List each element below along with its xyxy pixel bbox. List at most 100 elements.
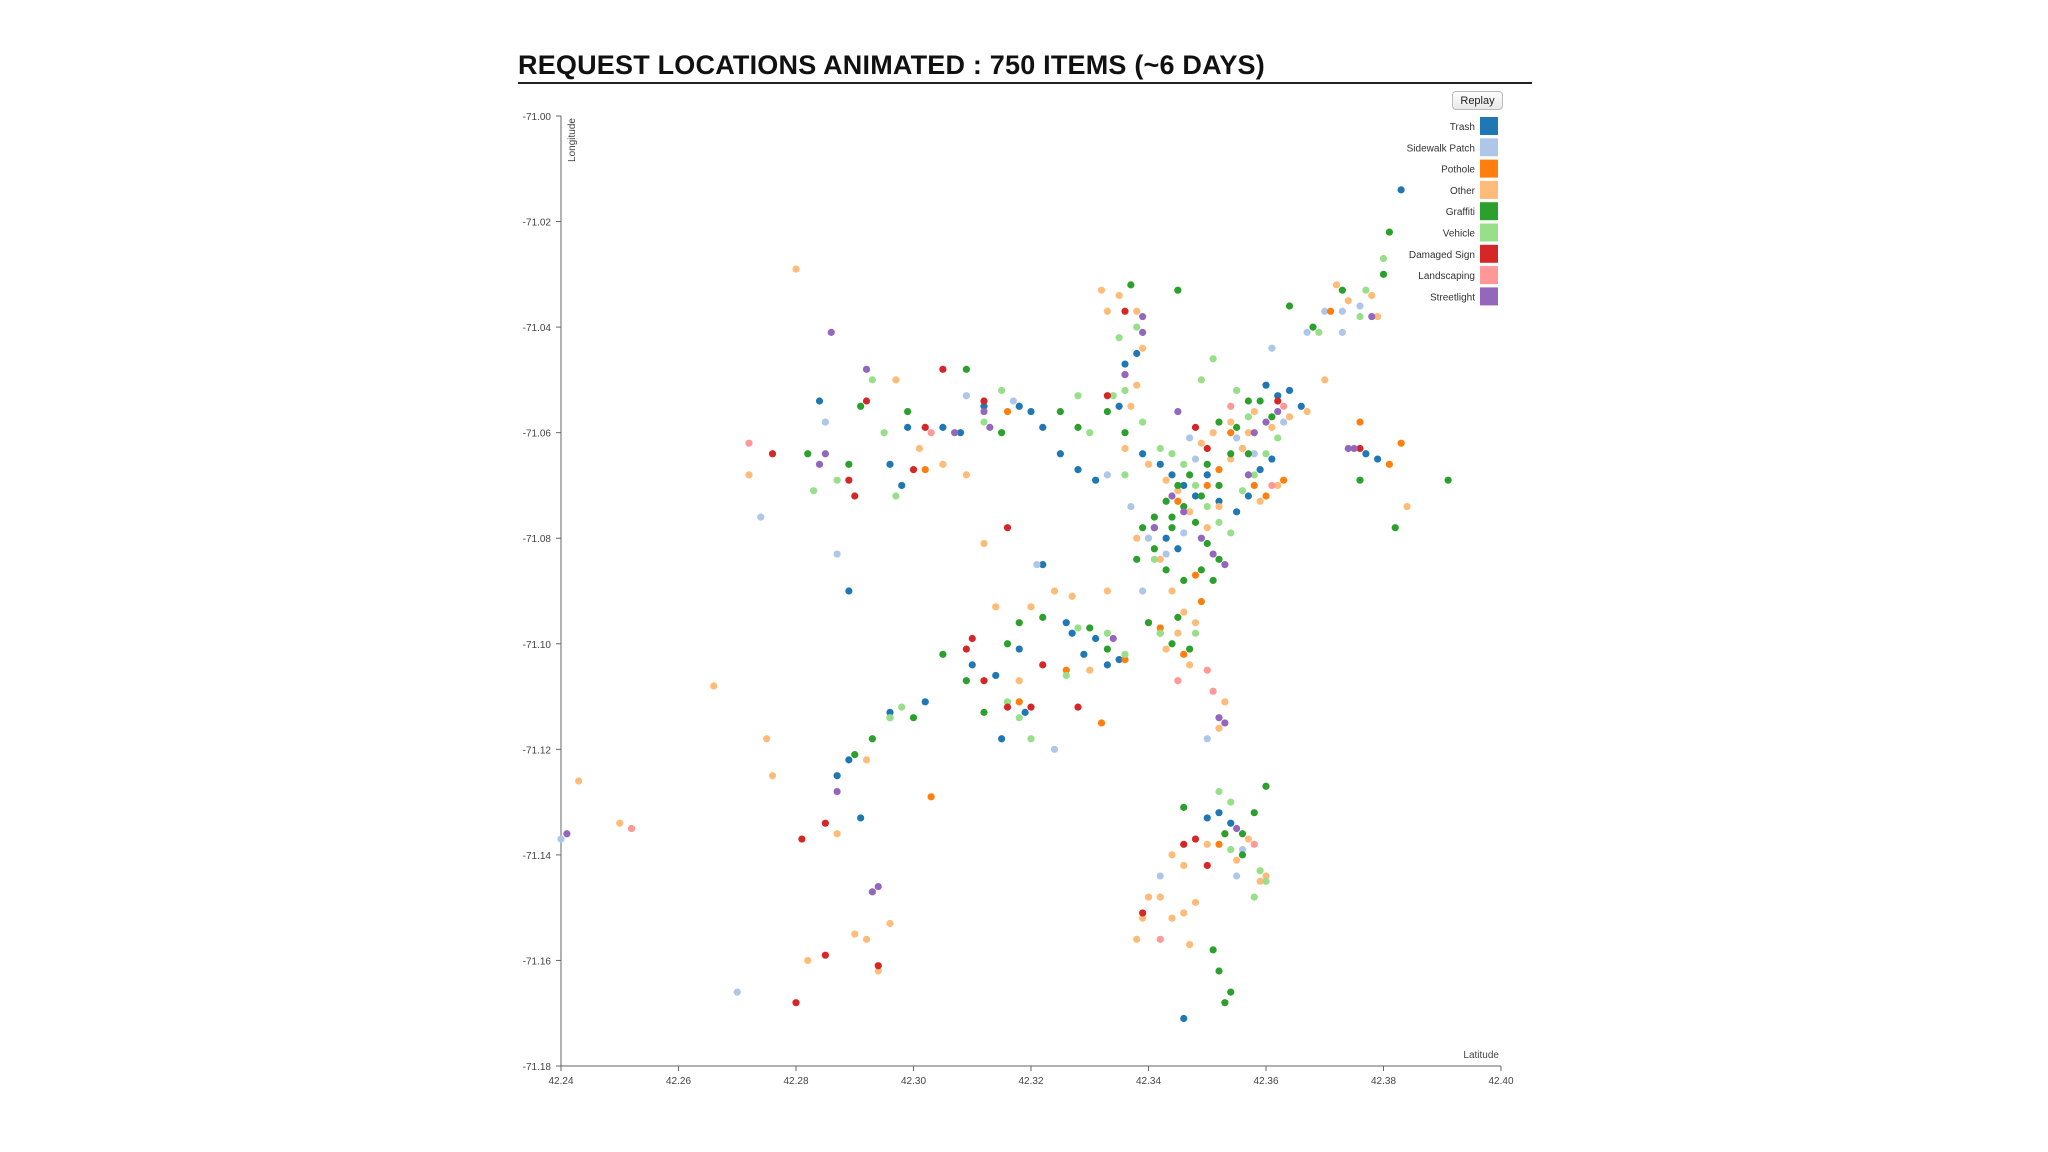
data-point: [1215, 502, 1223, 511]
data-point: [1244, 413, 1252, 421]
data-point: [1191, 455, 1200, 463]
data-point: [1074, 466, 1082, 474]
data-point: [1139, 914, 1147, 922]
data-point: [1197, 597, 1205, 606]
legend-label: Sidewalk Patch: [1407, 143, 1475, 154]
data-point: [845, 756, 853, 764]
data-point: [1180, 909, 1188, 917]
data-point: [1180, 481, 1188, 490]
data-point: [1080, 650, 1088, 658]
data-point: [1256, 867, 1264, 875]
data-point: [1197, 376, 1205, 384]
data-point: [921, 466, 929, 474]
data-point: [998, 735, 1006, 743]
data-point: [1215, 714, 1223, 722]
data-point: [1379, 254, 1388, 263]
data-point: [939, 365, 947, 373]
data-point: [1203, 861, 1211, 870]
data-point: [904, 407, 912, 416]
data-point: [1274, 434, 1282, 442]
data-point: [1262, 782, 1270, 790]
data-point: [1115, 291, 1123, 300]
data-point: [862, 756, 871, 764]
data-point: [1103, 392, 1111, 400]
data-point: [1062, 666, 1070, 674]
data-point: [1162, 550, 1170, 558]
legend-swatch: [1480, 223, 1498, 242]
data-point: [898, 703, 906, 711]
data-point: [757, 513, 765, 521]
data-point: [1238, 444, 1247, 453]
data-point: [1203, 444, 1211, 453]
data-point: [874, 882, 882, 891]
data-point: [1009, 397, 1017, 405]
legend-swatch: [1480, 117, 1498, 135]
data-point: [810, 487, 818, 495]
title-divider: [518, 82, 1532, 84]
data-point: [862, 365, 871, 373]
data-point: [1250, 471, 1258, 479]
data-point: [1285, 386, 1294, 395]
legend-label: Pothole: [1441, 165, 1475, 176]
data-point: [1186, 941, 1194, 949]
y-tick-label: -71.02: [523, 218, 552, 229]
data-point: [1368, 312, 1376, 321]
data-point: [1215, 555, 1223, 563]
replay-button[interactable]: Replay: [1452, 91, 1503, 110]
data-point: [980, 402, 988, 410]
data-point: [1174, 677, 1182, 685]
data-point: [821, 418, 829, 426]
data-point: [874, 962, 882, 970]
data-point: [1203, 840, 1211, 848]
data-point: [1168, 640, 1176, 648]
data-point: [1403, 502, 1411, 511]
data-point: [1039, 423, 1047, 431]
data-point: [998, 429, 1006, 437]
data-point: [1068, 592, 1076, 600]
data-point: [1180, 460, 1188, 468]
data-point: [833, 830, 841, 838]
x-axis-label: Latitude: [1463, 1050, 1499, 1061]
data-point: [1168, 492, 1176, 500]
data-point: [962, 471, 970, 479]
data-point: [845, 587, 853, 595]
data-point: [1150, 555, 1158, 563]
data-point: [1197, 534, 1205, 542]
data-point: [857, 814, 865, 822]
data-point: [1144, 534, 1153, 542]
data-point: [627, 824, 636, 833]
legend-label: Graffiti: [1446, 207, 1475, 218]
data-point: [1062, 619, 1070, 627]
data-point: [1250, 407, 1258, 416]
data-point: [1027, 703, 1035, 711]
data-point: [1385, 228, 1393, 236]
data-point: [1227, 798, 1235, 806]
data-point: [1180, 803, 1188, 811]
data-point: [821, 450, 829, 458]
data-point: [939, 423, 947, 431]
data-point: [1327, 307, 1335, 315]
data-point: [1139, 328, 1147, 336]
data-point: [1227, 988, 1235, 996]
data-point: [804, 956, 812, 965]
data-point: [1086, 666, 1094, 674]
legend-label: Vehicle: [1443, 229, 1476, 240]
data-point: [1250, 893, 1258, 901]
data-point: [1003, 698, 1012, 706]
data-point: [710, 682, 718, 690]
data-point: [1186, 661, 1194, 669]
data-point: [1397, 439, 1405, 447]
data-point: [845, 460, 853, 468]
chart-title: REQUEST LOCATIONS ANIMATED : 750 ITEMS (…: [518, 50, 1265, 80]
data-point: [1103, 645, 1111, 653]
data-point: [1203, 502, 1211, 511]
data-point: [939, 650, 947, 658]
data-point: [1285, 302, 1294, 310]
data-point: [857, 402, 865, 410]
data-point: [1262, 450, 1270, 458]
data-point: [1262, 381, 1270, 389]
x-tick-label: 42.40: [1488, 1076, 1513, 1087]
data-point: [1103, 661, 1111, 669]
data-point: [815, 397, 824, 405]
x-tick-label: 42.32: [1018, 1076, 1043, 1087]
